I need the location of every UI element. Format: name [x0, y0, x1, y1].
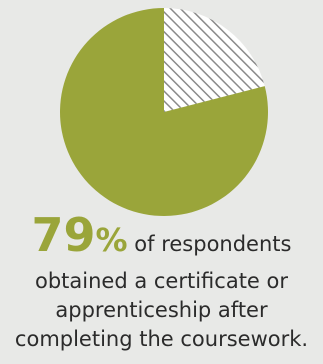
- pie-slice-other: [164, 8, 265, 112]
- caption-line-4: completing the coursework.: [14, 327, 309, 351]
- stat-percent-sign: %: [95, 221, 128, 259]
- stat-lead-text: of respondents: [127, 232, 292, 256]
- pie-chart: [60, 8, 268, 216]
- caption-line-3: apprenticeship after: [55, 298, 268, 322]
- caption-line-2: obtained a certificate or: [34, 269, 288, 293]
- pie-slice-certified: [60, 8, 268, 216]
- stat-number: 79: [31, 208, 96, 262]
- stat-caption: 79% of respondents obtained a certificat…: [0, 212, 323, 354]
- stat-headline: 79% of respondents: [0, 212, 323, 267]
